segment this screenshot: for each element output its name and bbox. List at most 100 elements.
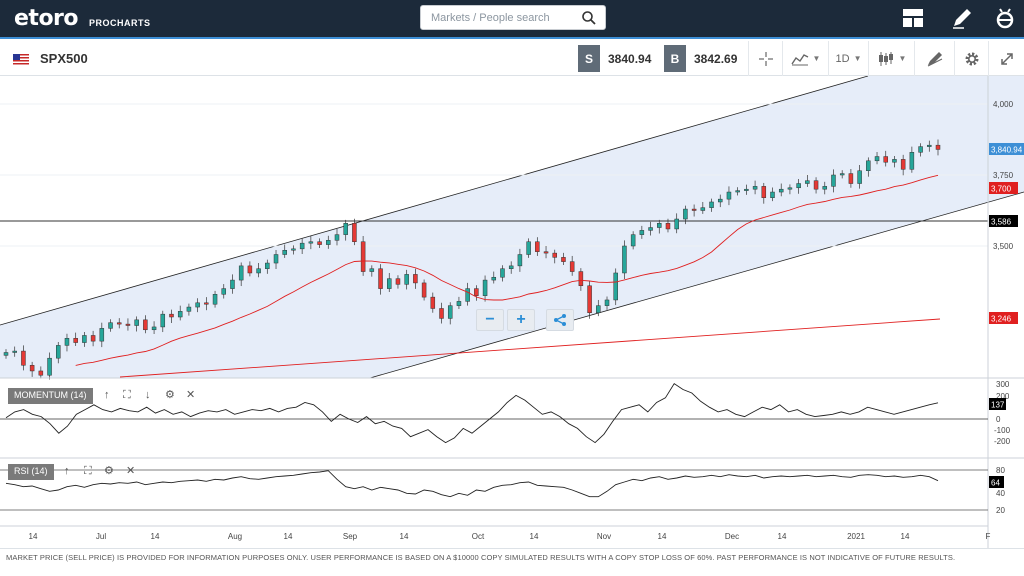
x-tick-label: 14 — [530, 532, 539, 541]
indicators-dropdown[interactable]: ▼ — [782, 41, 828, 76]
rsi-value-badge — [989, 476, 1004, 488]
move-down-icon[interactable]: ↓ — [145, 389, 151, 401]
momentum-tick-label: -100 — [994, 426, 1011, 435]
candle — [273, 254, 279, 264]
x-tick-label: 14 — [284, 532, 293, 541]
candle — [927, 144, 932, 147]
ma200-price-label: 3,246 — [991, 315, 1012, 324]
expand-icon — [1000, 52, 1013, 65]
momentum-tick-label: 300 — [996, 380, 1010, 389]
sell-price: 3840.94 — [608, 51, 652, 66]
momentum-value-badge — [989, 398, 1006, 410]
candle — [909, 152, 915, 170]
price-grid — [0, 103, 988, 247]
gear-icon[interactable]: ⚙ — [165, 389, 175, 401]
momentum-tick-label: 0 — [996, 415, 1001, 424]
share-button[interactable] — [546, 309, 574, 331]
candle — [674, 218, 679, 230]
search-icon[interactable] — [581, 10, 597, 26]
y-tick-label: 3,750 — [993, 171, 1014, 180]
channel-lower-line[interactable] — [369, 191, 1024, 379]
channel-fill — [0, 76, 1024, 378]
search-placeholder: Markets / People search — [431, 12, 550, 24]
candle — [883, 156, 888, 163]
fullscreen-button[interactable] — [988, 41, 1024, 76]
candle — [230, 279, 235, 289]
ma50-price-badge — [989, 182, 1018, 194]
candle — [491, 276, 497, 281]
gear-icon[interactable]: ⚙ — [104, 465, 114, 477]
x-tick-label: 14 — [151, 532, 160, 541]
candle — [291, 248, 296, 251]
candle — [735, 190, 740, 193]
chevron-down-icon: ▼ — [853, 54, 862, 63]
momentum-indicator-label[interactable]: MOMENTUM (14) — [8, 388, 93, 404]
x-tick-label: Nov — [597, 532, 611, 541]
instrument-symbol: SPX500 — [40, 51, 88, 66]
crosshair-button[interactable] — [748, 41, 782, 76]
procharts-label: PROCHARTS — [89, 18, 151, 28]
candle — [604, 299, 610, 306]
etoro-e-icon[interactable] — [993, 6, 1017, 30]
x-tick-label: 14 — [778, 532, 787, 541]
candle — [622, 245, 627, 274]
candle — [561, 257, 566, 262]
settings-button[interactable] — [954, 41, 988, 76]
candle — [500, 268, 505, 278]
drawing-tools-button[interactable] — [914, 41, 954, 76]
rsi-value-label: 64 — [991, 479, 1000, 488]
candle — [465, 288, 470, 302]
candle — [709, 201, 714, 208]
layout-icon[interactable] — [901, 6, 925, 30]
move-up-icon[interactable]: ↑ — [104, 389, 110, 401]
sell-price-button[interactable]: S 3840.94 — [578, 45, 659, 72]
candle — [796, 183, 801, 189]
candle — [717, 198, 723, 203]
candle — [221, 288, 227, 295]
zoom-out-button[interactable]: − — [476, 309, 504, 331]
candle — [430, 296, 436, 309]
candle — [247, 265, 253, 274]
candle — [387, 278, 392, 289]
etoro-logo[interactable]: etoro — [14, 6, 79, 31]
candle — [648, 227, 653, 231]
rsi-indicator-label[interactable]: RSI (14) — [8, 464, 54, 480]
candle — [204, 302, 209, 305]
last-price-badge — [989, 143, 1024, 155]
move-up-icon[interactable]: ↑ — [64, 465, 70, 477]
instrument-toolbar: SPX500 S 3840.94 B 3842.69 ▼ 1D ▼ ▼ — [0, 41, 1024, 76]
ma200-price-badge — [989, 312, 1018, 324]
candle — [552, 252, 557, 258]
maximize-icon[interactable]: ⛶ — [123, 389, 131, 401]
price-chart[interactable]: 4,000 3,750 3,500 3,840.94 3,700 3,586 3… — [0, 75, 1024, 548]
zoom-in-button[interactable]: + — [507, 309, 535, 331]
y-tick-label: 3,500 — [993, 242, 1014, 251]
level-price-badge — [989, 215, 1018, 227]
candle — [935, 144, 941, 150]
close-icon[interactable]: ✕ — [126, 465, 136, 477]
candle — [813, 180, 819, 190]
x-tick-label: Dec — [725, 532, 739, 541]
candle — [352, 223, 357, 242]
search-input[interactable]: Markets / People search — [420, 5, 606, 30]
candle — [169, 313, 174, 318]
candle — [334, 234, 340, 241]
close-icon[interactable]: ✕ — [186, 389, 196, 401]
share-icon — [554, 314, 566, 326]
candle — [195, 302, 200, 308]
interval-label: 1D — [835, 52, 850, 65]
channel-upper-line[interactable] — [0, 75, 869, 326]
candle — [787, 187, 793, 190]
candle — [892, 159, 897, 163]
last-price-label: 3,840.94 — [991, 146, 1023, 155]
candle — [317, 241, 322, 245]
chart-type-dropdown[interactable]: ▼ — [868, 41, 914, 76]
buy-price-button[interactable]: B 3842.69 — [664, 45, 745, 72]
chart-area[interactable]: 4,000 3,750 3,500 3,840.94 3,700 3,586 3… — [0, 75, 1024, 548]
draw-pencil-icon[interactable] — [950, 6, 974, 30]
interval-dropdown[interactable]: 1D ▼ — [828, 41, 868, 76]
sell-tag: S — [578, 45, 600, 72]
candle — [665, 223, 671, 230]
maximize-icon[interactable]: ⛶ — [84, 465, 92, 477]
candle — [64, 338, 70, 346]
